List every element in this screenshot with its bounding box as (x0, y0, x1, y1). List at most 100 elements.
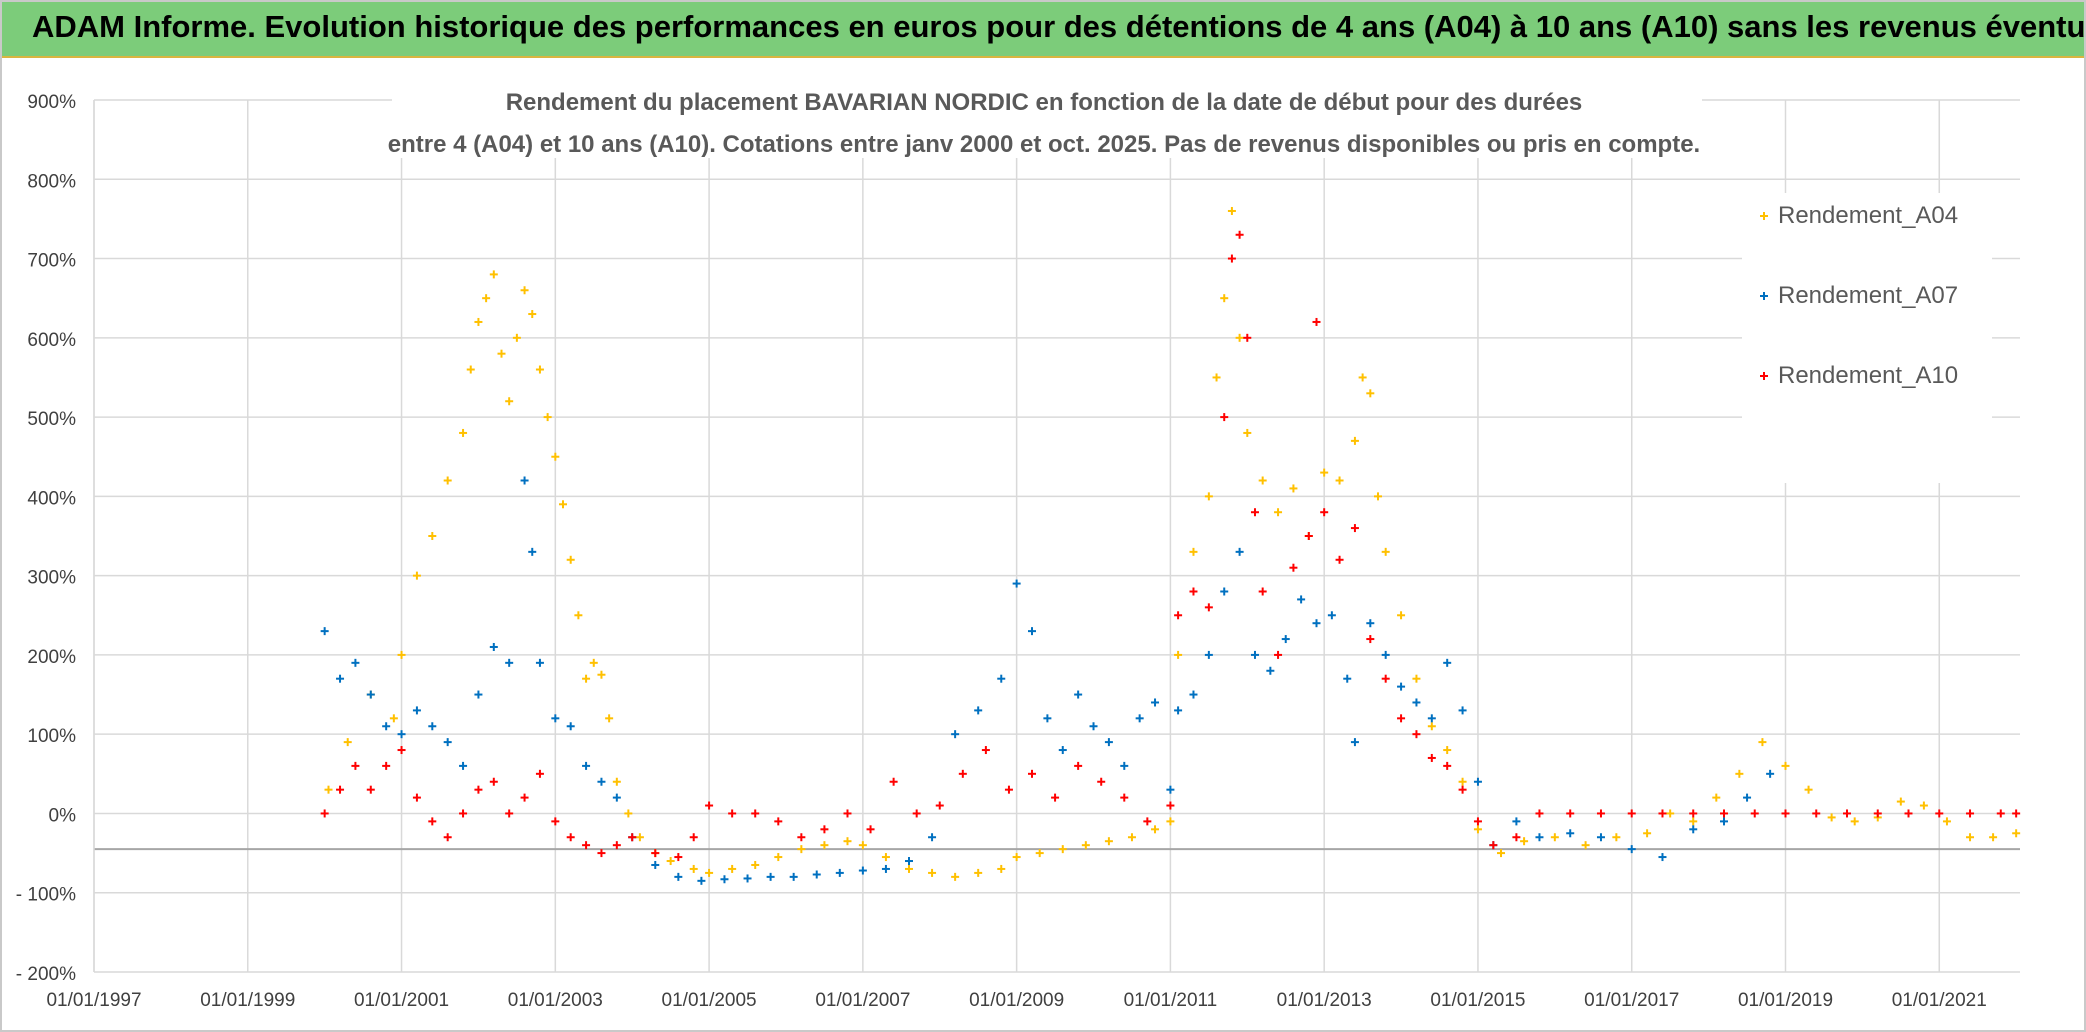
legend (1742, 193, 1992, 483)
point-rendement-a10 (1166, 801, 1175, 810)
point-rendement-a04 (951, 872, 960, 881)
point-rendement-a04 (843, 837, 852, 846)
x-tick-label: 01/01/2011 (1124, 990, 1218, 1011)
point-rendement-a07 (443, 738, 452, 747)
point-rendement-a10 (1220, 413, 1229, 422)
point-rendement-a04 (1189, 547, 1198, 556)
point-rendement-a04 (589, 658, 598, 667)
point-rendement-a10 (1174, 611, 1183, 620)
point-rendement-a07 (1012, 579, 1021, 588)
point-rendement-a10 (774, 817, 783, 826)
point-rendement-a07 (428, 722, 437, 731)
point-rendement-a04 (1381, 547, 1390, 556)
point-rendement-a10 (1143, 817, 1152, 826)
point-rendement-a10 (1397, 714, 1406, 723)
point-rendement-a04 (1235, 333, 1244, 342)
point-rendement-a04 (1458, 777, 1467, 786)
point-rendement-a04 (1804, 785, 1813, 794)
point-rendement-a10 (520, 793, 529, 802)
point-rendement-a07 (320, 627, 329, 636)
point-rendement-a07 (1596, 833, 1605, 842)
y-tick-label: 300% (27, 568, 76, 589)
point-rendement-a07 (974, 706, 983, 715)
point-rendement-a07 (551, 714, 560, 723)
point-rendement-a07 (474, 690, 483, 699)
point-rendement-a04 (1320, 468, 1329, 477)
point-rendement-a10 (1566, 809, 1575, 818)
x-tick-label: 01/01/2013 (1277, 990, 1372, 1011)
point-rendement-a07 (489, 642, 498, 651)
y-tick-label: - 200% (16, 964, 76, 985)
point-rendement-a07 (1343, 674, 1352, 683)
point-rendement-a04 (1366, 389, 1375, 398)
point-rendement-a04 (820, 841, 829, 850)
point-rendement-a07 (597, 777, 606, 786)
point-rendement-a10 (1335, 555, 1344, 564)
point-rendement-a10 (505, 809, 514, 818)
point-rendement-a10 (1781, 809, 1790, 818)
point-rendement-a04 (535, 365, 544, 374)
point-rendement-a07 (1658, 853, 1667, 862)
point-rendement-a10 (551, 817, 560, 826)
point-rendement-a04 (666, 857, 675, 866)
point-rendement-a10 (1873, 809, 1882, 818)
point-rendement-a10 (1658, 809, 1667, 818)
point-rendement-a07 (566, 722, 575, 731)
point-rendement-a10 (1427, 753, 1436, 762)
scatter-chart: - 200% - 100% 0% 100% 200% 300% 400% 500% 600% 70… (16, 58, 2021, 1011)
point-rendement-a04 (1166, 817, 1175, 826)
point-rendement-a10 (912, 809, 921, 818)
point-rendement-a07 (1473, 777, 1482, 786)
point-rendement-a10 (1250, 508, 1259, 517)
point-rendement-a10 (566, 833, 575, 842)
point-rendement-a07 (1235, 547, 1244, 556)
point-rendement-a07 (1366, 619, 1375, 628)
point-rendement-a10 (981, 746, 990, 755)
point-rendement-a10 (336, 785, 345, 794)
point-rendement-a07 (1766, 769, 1775, 778)
point-rendement-a04 (1174, 650, 1183, 659)
point-rendement-a07 (720, 875, 729, 884)
point-rendement-a10 (535, 769, 544, 778)
point-rendement-a10 (397, 746, 406, 755)
point-rendement-a07 (1028, 627, 1037, 636)
point-rendement-a10 (889, 777, 898, 786)
y-tick-label: 700% (27, 251, 76, 272)
point-rendement-a04 (1896, 797, 1905, 806)
point-rendement-a04 (543, 413, 552, 422)
point-rendement-a10 (1204, 603, 1213, 612)
point-rendement-a04 (559, 500, 568, 509)
point-rendement-a04 (1827, 813, 1836, 822)
point-rendement-a10 (612, 841, 621, 850)
point-rendement-a10 (582, 841, 591, 850)
point-rendement-a07 (835, 868, 844, 877)
x-tick-label: 01/01/2005 (662, 990, 757, 1011)
point-rendement-a04 (612, 777, 621, 786)
point-rendement-a07 (766, 872, 775, 881)
point-rendement-a10 (689, 833, 698, 842)
point-rendement-a10 (1473, 817, 1482, 826)
point-rendement-a07 (336, 674, 345, 683)
point-rendement-a10 (1489, 841, 1498, 850)
chart-points (320, 206, 2021, 885)
point-rendement-a10 (797, 833, 806, 842)
point-rendement-a07 (397, 730, 406, 739)
chart-title-line-1: Rendement du placement BAVARIAN NORDIC e… (506, 89, 1583, 116)
point-rendement-a10 (443, 833, 452, 842)
point-rendement-a10 (705, 801, 714, 810)
point-rendement-a10 (1996, 809, 2005, 818)
point-rendement-a07 (674, 872, 683, 881)
y-tick-label: - 100% (16, 885, 76, 906)
point-rendement-a04 (597, 670, 606, 679)
point-rendement-a04 (1104, 837, 1113, 846)
point-rendement-a04 (1612, 833, 1621, 842)
point-rendement-a07 (1412, 698, 1421, 707)
point-rendement-a04 (1850, 817, 1859, 826)
point-rendement-a04 (774, 853, 783, 862)
x-tick-label: 01/01/2017 (1584, 990, 1679, 1011)
point-rendement-a04 (858, 841, 867, 850)
point-rendement-a04 (497, 349, 506, 358)
point-rendement-a04 (1942, 817, 1951, 826)
x-tick-label: 01/01/2019 (1738, 990, 1833, 1011)
